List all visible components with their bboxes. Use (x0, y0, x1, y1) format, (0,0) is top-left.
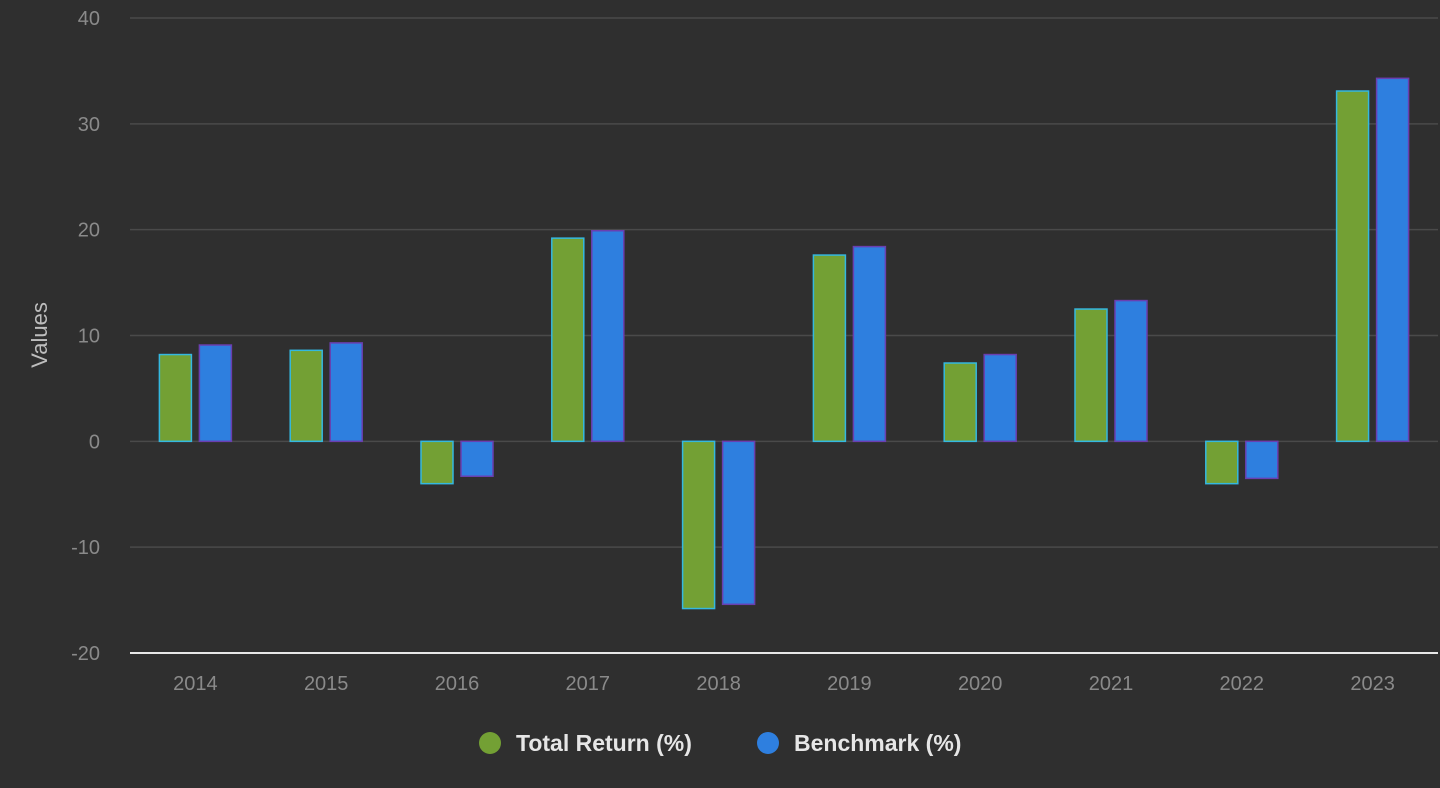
bar-benchmark-2022[interactable] (1245, 440, 1279, 480)
bar-series (158, 77, 1410, 610)
bar-benchmark-2014[interactable] (198, 344, 233, 443)
y-tick-label: 10 (78, 326, 100, 348)
bar-total-return-2023[interactable] (1335, 90, 1370, 443)
bar-total-return-2014[interactable] (158, 353, 193, 443)
x-tick-label: 2016 (435, 673, 480, 695)
bar-total-return-2017[interactable] (551, 237, 585, 443)
bar-total-return-2018[interactable] (681, 440, 716, 610)
legend: Total Return (%) Benchmark (%) (479, 730, 961, 756)
bar-total-return-2019[interactable] (812, 254, 847, 443)
x-tick-label: 2019 (827, 673, 872, 695)
bar-benchmark-2019[interactable] (852, 245, 887, 443)
bar-total-return-2020[interactable] (943, 362, 977, 443)
legend-item-total-return[interactable]: Total Return (%) (479, 730, 692, 756)
bar-benchmark-2018[interactable] (721, 440, 756, 606)
legend-marker (479, 732, 501, 754)
legend-label: Total Return (%) (516, 730, 692, 756)
legend-marker (757, 732, 779, 754)
legend-item-benchmark[interactable]: Benchmark (%) (757, 730, 961, 756)
bar-total-return-2022[interactable] (1205, 440, 1239, 485)
x-tick-label: 2017 (566, 673, 611, 695)
bar-benchmark-2020[interactable] (983, 353, 1017, 443)
y-tick-label: -20 (71, 643, 100, 665)
bar-benchmark-2021[interactable] (1114, 299, 1148, 443)
y-axis-title: Values (27, 302, 52, 368)
y-tick-label: 40 (78, 8, 100, 30)
x-tick-label: 2015 (304, 673, 349, 695)
x-tick-label: 2022 (1220, 673, 1265, 695)
y-axis-ticks: -20 -10 0 10 20 30 40 (71, 8, 100, 665)
bar-total-return-2016[interactable] (420, 440, 454, 485)
x-tick-label: 2020 (958, 673, 1003, 695)
x-tick-label: 2018 (696, 673, 741, 695)
y-tick-label: 30 (78, 114, 100, 136)
bar-total-return-2021[interactable] (1074, 308, 1108, 443)
legend-label: Benchmark (%) (794, 730, 961, 756)
bar-benchmark-2015[interactable] (329, 342, 363, 443)
x-tick-label: 2021 (1089, 673, 1134, 695)
y-tick-label: 20 (78, 220, 100, 242)
bar-benchmark-2016[interactable] (460, 440, 494, 478)
x-tick-label: 2023 (1350, 673, 1395, 695)
gridlines (130, 17, 1438, 654)
bar-benchmark-2017[interactable] (591, 229, 625, 443)
bar-total-return-2015[interactable] (289, 349, 323, 443)
x-tick-label: 2014 (173, 673, 218, 695)
x-axis-ticks: 2014 2015 2016 2017 2018 2019 2020 2021 2022 2023 (173, 673, 1395, 695)
bar-benchmark-2023[interactable] (1375, 77, 1410, 443)
y-tick-label: -10 (71, 537, 100, 559)
y-tick-label: 0 (89, 431, 100, 453)
